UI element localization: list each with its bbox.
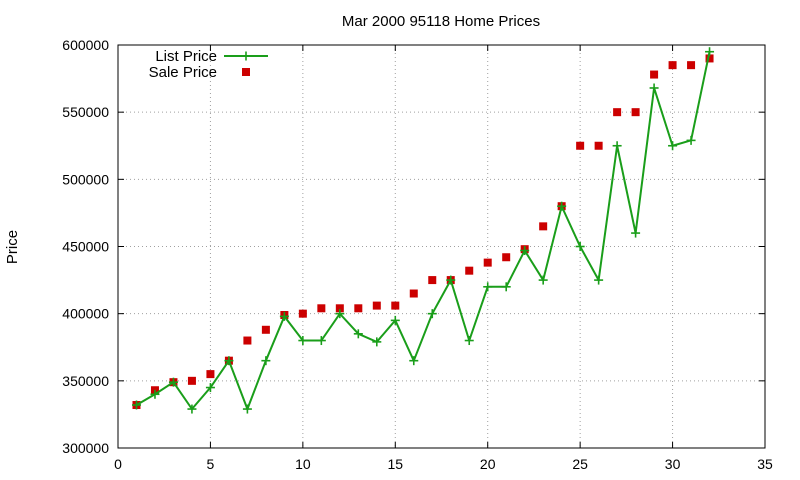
data-point-list-price	[372, 337, 382, 347]
data-point-list-price	[668, 141, 678, 151]
data-point-list-price	[631, 228, 641, 238]
legend-sample-marker-list-price	[241, 51, 251, 61]
y-tick-label: 300000	[62, 440, 109, 456]
x-tick-label: 0	[114, 456, 122, 472]
data-point-list-price	[557, 201, 567, 211]
data-point-sale-price	[261, 325, 270, 334]
x-tick-label: 10	[295, 456, 311, 472]
data-point-list-price	[316, 336, 326, 346]
data-point-sale-price	[539, 222, 548, 231]
data-point-sale-price	[705, 54, 714, 63]
y-tick-label: 450000	[62, 239, 109, 255]
x-tick-label: 35	[757, 456, 773, 472]
series-sale-price	[132, 54, 714, 410]
data-point-sale-price	[391, 301, 400, 310]
data-point-sale-price	[243, 336, 252, 345]
data-point-list-price	[649, 83, 659, 93]
plot-frame	[117, 44, 766, 449]
data-point-sale-price	[317, 304, 326, 313]
legend-sample-marker-sale-price	[242, 68, 250, 76]
data-point-list-price	[131, 400, 141, 410]
data-point-sale-price	[372, 301, 381, 310]
y-tick-label: 600000	[62, 37, 109, 53]
data-point-list-price	[261, 356, 271, 366]
data-point-list-price	[705, 47, 715, 57]
data-point-list-price	[150, 389, 160, 399]
data-point-list-price	[686, 135, 696, 145]
data-point-list-price	[224, 356, 234, 366]
data-point-sale-price	[613, 108, 622, 117]
data-point-sale-price	[187, 376, 196, 385]
y-tick-label: 500000	[62, 171, 109, 187]
data-point-sale-price	[298, 309, 307, 318]
data-point-sale-price	[428, 276, 437, 285]
data-point-list-price	[520, 246, 530, 256]
axis-ticks: 0 5 10 15 20 25 30 35 300000 350000 400000 450000 50…	[62, 37, 773, 472]
legend-label-list-price: List Price	[155, 48, 217, 65]
x-tick-label: 30	[665, 456, 681, 472]
data-point-list-price	[464, 336, 474, 346]
data-point-sale-price	[631, 108, 640, 117]
data-point-sale-price	[206, 370, 215, 379]
data-point-sale-price	[502, 253, 511, 262]
x-tick-label: 25	[572, 456, 588, 472]
data-point-list-price	[242, 404, 252, 414]
data-point-sale-price	[354, 304, 363, 313]
data-point-list-price	[575, 242, 585, 251]
y-axis-label: Price	[4, 230, 21, 264]
data-point-list-price	[353, 329, 363, 339]
data-point-sale-price	[483, 258, 492, 267]
data-point-sale-price	[465, 266, 474, 275]
data-point-list-price	[205, 383, 215, 393]
x-tick-label: 20	[480, 456, 496, 472]
data-point-list-price	[538, 275, 548, 285]
data-point-list-price	[409, 356, 419, 366]
y-tick-label: 400000	[62, 306, 109, 322]
legend-label-sale-price: Sale Price	[149, 64, 217, 81]
series-layer	[131, 47, 715, 414]
y-tick-label: 350000	[62, 373, 109, 389]
data-point-list-price	[390, 315, 400, 325]
data-point-list-price	[612, 141, 622, 151]
series-list-price	[131, 47, 715, 414]
data-point-sale-price	[409, 289, 418, 298]
data-point-list-price	[298, 336, 308, 346]
data-point-sale-price	[687, 61, 696, 70]
grid-lines	[118, 45, 765, 448]
series-line-list-price	[135, 51, 711, 412]
y-tick-label: 550000	[62, 104, 109, 120]
data-point-list-price	[594, 275, 604, 285]
data-point-sale-price	[576, 141, 585, 150]
x-tick-label: 5	[207, 456, 215, 472]
data-point-sale-price	[594, 141, 603, 150]
data-point-sale-price	[335, 304, 344, 313]
data-point-list-price	[446, 275, 456, 285]
data-point-list-price	[168, 377, 178, 387]
data-point-list-price	[279, 311, 289, 321]
data-point-sale-price	[668, 61, 677, 70]
data-point-list-price	[335, 309, 345, 319]
data-point-list-price	[483, 282, 493, 292]
data-point-list-price	[501, 282, 511, 292]
data-point-list-price	[187, 404, 197, 414]
legend: List Price Sale Price	[149, 48, 268, 81]
data-point-sale-price	[650, 70, 659, 79]
chart-title: Mar 2000 95118 Home Prices	[342, 13, 540, 30]
data-point-list-price	[427, 309, 437, 319]
x-tick-label: 15	[387, 456, 403, 472]
